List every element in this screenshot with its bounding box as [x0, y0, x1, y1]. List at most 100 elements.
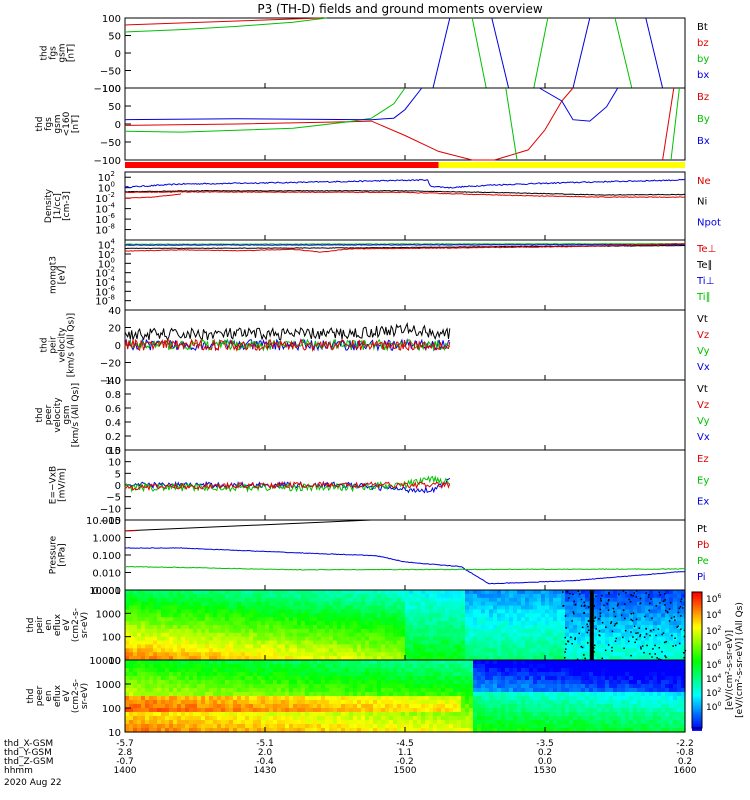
- spectrogram-cell: [513, 632, 518, 638]
- spectrogram-cell: [629, 648, 634, 653]
- spectrogram-cell: [125, 652, 130, 657]
- spectrogram-cell: [285, 692, 290, 697]
- spectrogram-cell: [237, 609, 242, 614]
- spectrogram-cell: [533, 590, 538, 595]
- spectrogram-cell: [285, 628, 290, 634]
- spectrogram-cell: [265, 720, 270, 725]
- spectrogram-cell: [333, 716, 338, 721]
- spectrogram-cell: [677, 648, 682, 653]
- spectrogram-cell: [517, 601, 522, 607]
- spectrogram-cell: [393, 597, 398, 603]
- spectrogram-cell: [313, 688, 318, 693]
- spectrogram-cell: [645, 609, 650, 614]
- spectrogram-cell: [149, 676, 154, 681]
- spectrogram-cell: [485, 601, 490, 607]
- spectrogram-cell: [501, 652, 506, 657]
- spectrogram-cell: [189, 648, 194, 653]
- spectrogram-cell: [317, 613, 322, 618]
- spectrogram-cell: [237, 597, 242, 603]
- spectrogram-cell: [565, 613, 570, 618]
- spectrogram-cell: [129, 605, 134, 611]
- spectrogram-cell: [497, 692, 502, 697]
- spectrogram-cell: [257, 644, 262, 649]
- spectrogram-cell: [569, 621, 574, 626]
- spectrogram-cell: [561, 628, 566, 634]
- spectrogram-cell: [261, 672, 266, 677]
- spectrogram-cell: [545, 672, 550, 677]
- spectrogram-cell: [293, 668, 298, 673]
- spectrogram-cell: [149, 700, 154, 705]
- spectrogram-cell: [425, 652, 430, 657]
- spectrogram-cell: [209, 692, 214, 697]
- spectrogram-cell: [209, 593, 214, 599]
- spectrogram-cell: [269, 676, 274, 681]
- spectrogram-cell: [225, 724, 230, 729]
- spectrogram-cell: [413, 680, 418, 685]
- ytick-exponent: -2: [108, 191, 115, 199]
- spectrogram-cell: [393, 644, 398, 649]
- spectrogram-cell: [133, 664, 138, 669]
- spectrogram-cell: [473, 716, 478, 721]
- spectrogram-cell: [513, 692, 518, 697]
- spectrogram-cell: [357, 708, 362, 713]
- spectrogram-cell: [425, 684, 430, 689]
- spectrogram-cell: [541, 664, 546, 669]
- spectrogram-cell: [213, 628, 218, 634]
- spectrogram-cell: [341, 597, 346, 603]
- spectrogram-cell: [529, 692, 534, 697]
- spectrogram-cell: [389, 704, 394, 709]
- spectrogram-cell: [253, 601, 258, 607]
- spectrogram-cell: [569, 652, 574, 657]
- spectrogram-cell: [181, 632, 186, 638]
- spectrogram-cell: [297, 593, 302, 599]
- spectrogram-cell: [405, 601, 410, 607]
- spectrogram-cell: [133, 688, 138, 693]
- spectrogram-cell: [209, 601, 214, 607]
- data-gap-speck: [664, 604, 666, 606]
- spectrogram-cell: [221, 656, 226, 661]
- spectrogram-cell: [129, 672, 134, 677]
- spectrogram-cell: [549, 601, 554, 607]
- spectrogram-cell: [185, 684, 190, 689]
- spectrogram-cell: [505, 692, 510, 697]
- spectrogram-cell: [625, 601, 630, 607]
- data-gap-speck: [580, 598, 583, 601]
- spectrogram-cell: [681, 590, 686, 595]
- spectrogram-cell: [293, 590, 298, 595]
- spectrogram-cell: [545, 688, 550, 693]
- spectrogram-cell: [337, 609, 342, 614]
- ylabel-line: thd: [26, 618, 36, 633]
- spectrogram-cell: [577, 621, 582, 626]
- spectrogram-cell: [257, 597, 262, 603]
- spectrogram-cell: [677, 609, 682, 614]
- spectrogram-cell: [173, 696, 178, 701]
- spectrogram-cell: [245, 605, 250, 611]
- spectrogram-cell: [285, 696, 290, 701]
- spectrogram-cell: [145, 668, 150, 673]
- spectrogram-cell: [281, 656, 286, 661]
- spectrogram-cell: [149, 597, 154, 603]
- spectrogram-cell: [205, 712, 210, 717]
- spectrogram-cell: [341, 696, 346, 701]
- spectrogram-cell: [313, 656, 318, 661]
- spectrogram-cell: [381, 684, 386, 689]
- spectrogram-cell: [601, 625, 606, 630]
- spectrogram-cell: [469, 688, 474, 693]
- spectrogram-cell: [317, 593, 322, 599]
- spectrogram-cell: [465, 613, 470, 618]
- spectrogram-cell: [441, 656, 446, 661]
- spectrogram-cell: [573, 632, 578, 638]
- spectrogram-cell: [545, 648, 550, 653]
- spectrogram-cell: [241, 609, 246, 614]
- spectrogram-cell: [569, 605, 574, 611]
- spectrogram-cell: [513, 613, 518, 618]
- spectrogram-cell: [297, 597, 302, 603]
- spectrogram-cell: [581, 636, 586, 642]
- spectrogram-cell: [261, 617, 266, 622]
- spectrogram-cell: [449, 676, 454, 681]
- spectrogram-cell: [173, 621, 178, 626]
- spectrogram-cell: [133, 672, 138, 677]
- spectrogram-cell: [333, 601, 338, 607]
- spectrogram-cell: [661, 648, 666, 653]
